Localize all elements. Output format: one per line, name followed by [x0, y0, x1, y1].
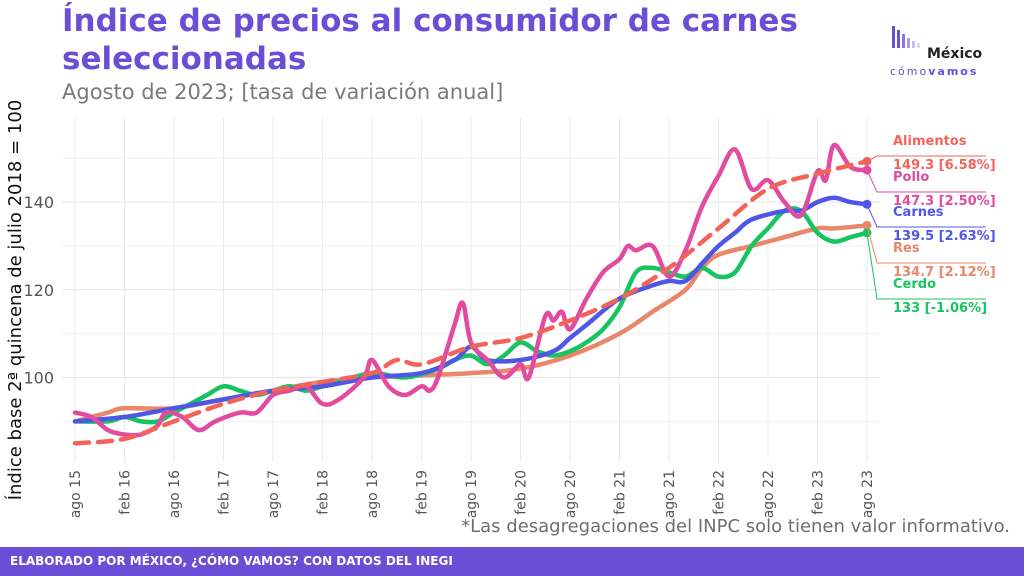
series-label-alimentos: Alimentos — [893, 134, 967, 149]
logo-tag-bold: vamos — [928, 65, 979, 78]
x-tick-label: ago 21 — [662, 470, 678, 518]
x-tick-label: ago 20 — [563, 470, 579, 518]
logo-name: México — [927, 46, 983, 62]
y-tick-label: 140 — [23, 193, 54, 212]
leader-line-alimentos — [866, 155, 986, 162]
footnote: *Las desagregaciones del INPC solo tiene… — [461, 516, 1010, 537]
chart-grid — [62, 118, 880, 462]
page-subtitle: Agosto de 2023; [tasa de variación anual… — [62, 80, 504, 104]
series-value-alimentos: 149.3 [6.58%] — [893, 158, 996, 173]
chart-series-labels: Alimentos 149.3 [6.58%]Pollo 147.3 [2.50%]… — [866, 134, 996, 316]
leader-line-cerdo — [866, 232, 986, 300]
x-tick-label: feb 20 — [514, 470, 530, 515]
logo-bars-icon — [892, 26, 920, 48]
series-line-cerdo — [72, 206, 870, 425]
series-value-cerdo: 133 [-1.06%] — [893, 301, 987, 316]
x-tick-label: ago 19 — [464, 470, 480, 518]
series-label-res: Res — [893, 241, 920, 256]
y-tick-label: 100 — [23, 369, 54, 388]
logo-tag-light: cómo — [890, 65, 929, 78]
y-axis-title: Índice base 2ª quincena de julio 2018 = … — [4, 100, 26, 501]
chart-series — [72, 142, 870, 446]
page-title: Índice de precios al consumidor de carne… — [62, 3, 798, 77]
series-label-pollo: Pollo — [893, 170, 929, 185]
series-value-carnes: 139.5 [2.63%] — [893, 229, 996, 244]
x-tick-label: ago 22 — [761, 470, 777, 518]
x-tick-label: feb 16 — [118, 470, 134, 515]
logo-tagline: cómovamos — [890, 65, 978, 78]
series-value-res: 134.7 [2.12%] — [893, 265, 996, 280]
footer-banner: ELABORADO POR MÉXICO, ¿CÓMO VAMOS? CON D… — [0, 547, 1024, 576]
x-tick-label: ago 17 — [266, 470, 282, 518]
series-label-cerdo: Cerdo — [893, 277, 936, 292]
series-line-alimentos — [72, 159, 870, 446]
leader-line-pollo — [866, 169, 986, 193]
x-tick-label: ago 18 — [365, 470, 381, 518]
x-tick-label: ago 16 — [167, 470, 183, 518]
leader-line-res — [866, 225, 986, 264]
x-tick-label: ago 15 — [68, 470, 84, 518]
x-tick-label: feb 21 — [613, 470, 629, 515]
leader-line-carnes — [866, 204, 986, 228]
series-label-carnes: Carnes — [893, 205, 944, 220]
x-tick-label: feb 18 — [316, 470, 332, 515]
meat-price-index-chart: Alimentos 149.3 [6.58%]Pollo 147.3 [2.50%]… — [4, 100, 996, 519]
y-tick-label: 120 — [23, 281, 54, 300]
mexico-como-vamos-logo: México cómovamos — [890, 24, 1000, 84]
series-value-pollo: 147.3 [2.50%] — [893, 194, 996, 209]
x-tick-label: feb 17 — [217, 470, 233, 515]
x-tick-label: feb 22 — [712, 470, 728, 515]
x-tick-label: feb 19 — [415, 470, 431, 515]
series-line-pollo — [72, 142, 870, 438]
x-tick-label: ago 23 — [860, 470, 876, 518]
chart-axes: 100 120 140 ago 15 feb 16 ago 16 feb 17 ago 17 f… — [4, 100, 876, 519]
x-tick-label: feb 23 — [811, 470, 827, 515]
